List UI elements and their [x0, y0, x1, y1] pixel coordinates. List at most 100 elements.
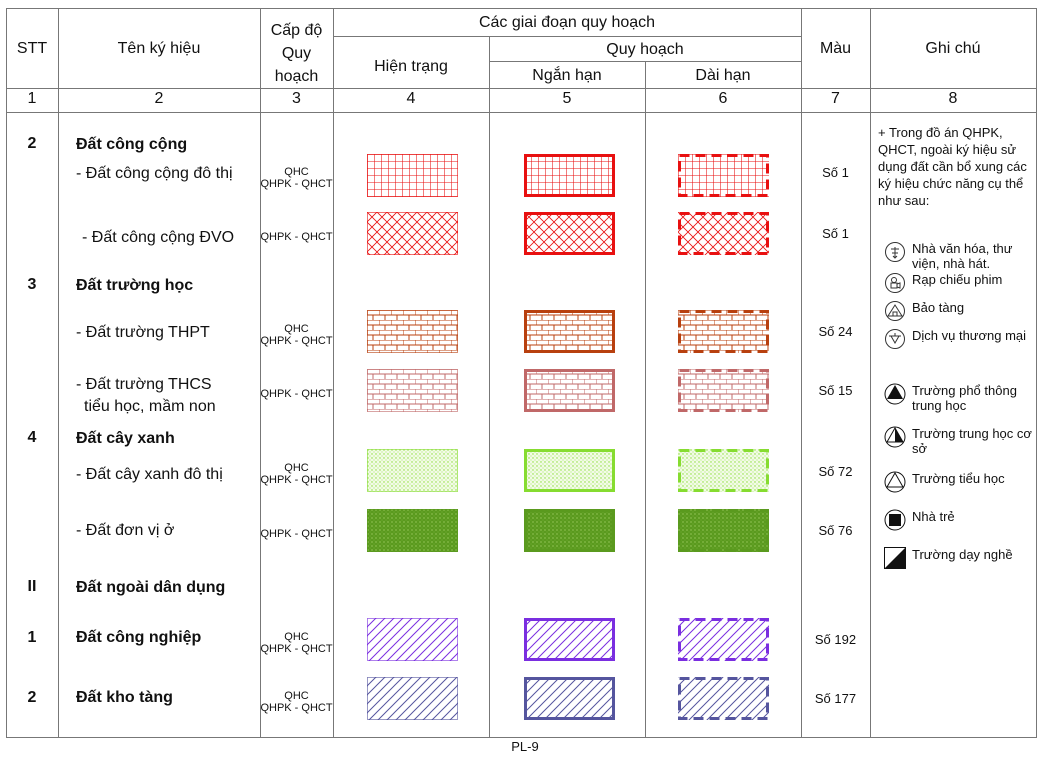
swatch-current — [367, 310, 458, 353]
swatch-short-term — [524, 618, 615, 661]
col-num: 2 — [154, 90, 164, 107]
legend-item: Bảo tàng — [884, 300, 964, 322]
header-color: Màu — [819, 40, 852, 57]
row-stt: 1 — [27, 629, 37, 646]
legend-label: Trường phổ thông trung học — [912, 383, 1017, 413]
row-name: - Đất công cộng đô thị — [76, 165, 233, 182]
header-short-term: Ngắn hạn — [532, 67, 602, 84]
header-planning: Quy hoạch — [606, 41, 684, 58]
swatch-fill — [524, 509, 615, 552]
legend-label: Nhà văn hóa, thư viện, nhà hát. — [912, 241, 1013, 271]
level-line: QHC — [284, 323, 309, 335]
row-level: QHPK - QHCT — [260, 231, 333, 243]
swatch-short-term — [524, 509, 615, 552]
row-level: QHC QHPK - QHCT — [260, 690, 333, 714]
group-name: Đất cây xanh — [76, 430, 175, 447]
legend-item: Trường tiểu học — [884, 471, 1005, 493]
level-line: QHPK - QHCT — [260, 178, 333, 190]
header-current: Hiện trạng — [374, 58, 448, 75]
color-code: Số 192 — [814, 632, 857, 647]
swatch-fill — [524, 154, 615, 197]
swatch-current — [367, 449, 458, 492]
culture-house-icon — [885, 242, 905, 262]
row-name: - Đất trường THPT — [76, 324, 210, 341]
level-line: QHC — [284, 166, 309, 178]
museum-icon — [885, 301, 905, 321]
level-line: QHPK - QHCT — [260, 335, 333, 347]
color-code: Số 1 — [822, 165, 849, 180]
swatch-fill — [678, 369, 769, 412]
swatch-fill — [367, 509, 458, 552]
level-line: QHPK - QHCT — [260, 474, 333, 486]
legend-label: Dịch vụ thương mại — [912, 328, 1027, 343]
group-name: Đất công cộng — [76, 136, 188, 153]
swatch-fill — [678, 154, 769, 197]
row-name: - Đất cây xanh đô thị — [76, 466, 223, 483]
swatch-fill — [367, 154, 458, 197]
swatch-fill — [524, 677, 615, 720]
row-stt: 2 — [27, 689, 37, 706]
color-code: Số 1 — [822, 226, 849, 241]
row-level: QHC QHPK - QHCT — [260, 462, 333, 486]
level-line: QHC — [284, 462, 309, 474]
swatch-current — [367, 212, 458, 255]
group-stt: 2 — [27, 135, 37, 152]
swatch-short-term — [524, 449, 615, 492]
swatch-long-term — [678, 310, 769, 353]
header-note: Ghi chú — [925, 40, 981, 57]
row-name-line1: - Đất trường THCS — [76, 376, 212, 393]
swatch-fill — [367, 449, 458, 492]
cinema-icon — [885, 273, 905, 293]
row-level: QHC QHPK - QHCT — [260, 323, 333, 347]
swatch-fill — [524, 310, 615, 353]
legend-item: Nhà trẻ — [884, 509, 955, 531]
swatch-fill — [524, 369, 615, 412]
secondary-school-icon — [884, 426, 906, 448]
kindergarten-icon — [884, 509, 906, 531]
row-level: QHPK - QHCT — [260, 528, 333, 540]
header-long-term: Dài hạn — [695, 67, 751, 84]
note-intro: + Trong đồ án QHPK, QHCT, ngoài ký hiệu … — [878, 125, 1027, 208]
legend-item: Rạp chiếu phim — [884, 272, 1002, 294]
col-num: 8 — [948, 90, 958, 107]
color-code: Số 76 — [818, 523, 853, 538]
swatch-current — [367, 618, 458, 661]
swatch-short-term — [524, 369, 615, 412]
legend-item: Trường phổ thông trung học — [884, 383, 1034, 413]
level-line: QHC — [284, 690, 309, 702]
level-line: QHPK - QHCT — [260, 388, 333, 400]
swatch-short-term — [524, 677, 615, 720]
row-name-line2: tiểu học, mầm non — [84, 398, 216, 415]
group-stt: 3 — [27, 276, 37, 293]
swatch-current — [367, 509, 458, 552]
swatch-fill — [367, 310, 458, 353]
row-name: - Đất công cộng ĐVO — [82, 229, 235, 246]
col-num: 4 — [406, 90, 416, 107]
header-stt: STT — [16, 40, 48, 57]
group-stt: 4 — [27, 429, 37, 446]
swatch-current — [367, 369, 458, 412]
legend-label: Trường dạy nghề — [912, 547, 1013, 562]
high-school-icon — [884, 383, 906, 405]
row-level: QHC QHPK - QHCT — [260, 166, 333, 190]
header-level: Cấp độ Quy hoạch — [260, 19, 333, 88]
row-level: QHPK - QHCT — [260, 388, 333, 400]
swatch-long-term — [678, 677, 769, 720]
legend-label: Bảo tàng — [912, 300, 965, 315]
group-name: Đất trường học — [76, 277, 194, 294]
primary-school-icon — [884, 471, 906, 493]
row-name: Đất kho tàng — [76, 689, 173, 706]
row-name: - Đất đơn vị ở — [76, 522, 175, 539]
row-name: Đất công nghiệp — [76, 629, 202, 646]
swatch-short-term — [524, 154, 615, 197]
swatch-fill — [367, 677, 458, 720]
col-num: 3 — [292, 90, 301, 107]
level-line: QHPK - QHCT — [260, 702, 333, 714]
header-level-line2: Quy — [281, 45, 312, 62]
swatch-long-term — [678, 449, 769, 492]
header-name: Tên ký hiệu — [117, 40, 201, 57]
header-stages: Các giai đoạn quy hoạch — [478, 14, 656, 31]
swatch-long-term — [678, 509, 769, 552]
group-name: Đất ngoài dân dụng — [76, 579, 226, 596]
legend-label: Trường tiểu học — [912, 471, 1005, 486]
